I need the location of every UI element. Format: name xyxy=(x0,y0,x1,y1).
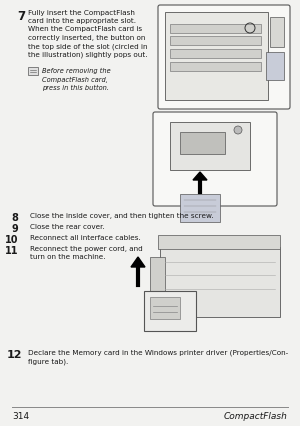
Bar xyxy=(158,236,280,249)
FancyBboxPatch shape xyxy=(158,6,290,110)
Text: 10: 10 xyxy=(4,234,18,245)
Text: 11: 11 xyxy=(4,245,18,256)
Text: 9: 9 xyxy=(11,224,18,233)
FancyBboxPatch shape xyxy=(144,291,196,331)
Text: Before removing the
CompactFlash card,
press in this button.: Before removing the CompactFlash card, p… xyxy=(42,68,111,91)
Text: Declare the Memory card in the Windows printer driver (Properties/Con-
figure ta: Declare the Memory card in the Windows p… xyxy=(28,349,288,364)
Text: 12: 12 xyxy=(7,349,22,359)
Text: 314: 314 xyxy=(12,411,29,420)
Bar xyxy=(28,68,38,76)
Text: 7: 7 xyxy=(17,10,25,23)
Bar xyxy=(165,13,268,101)
Bar xyxy=(266,53,284,81)
Text: 8: 8 xyxy=(11,213,18,222)
Bar xyxy=(150,257,165,302)
Text: Reconnect all interface cables.: Reconnect all interface cables. xyxy=(30,234,141,240)
Bar xyxy=(170,25,261,34)
Bar xyxy=(160,248,280,317)
Bar xyxy=(180,132,225,155)
Bar xyxy=(170,123,250,170)
Text: Close the rear cover.: Close the rear cover. xyxy=(30,224,105,230)
Bar xyxy=(170,50,261,59)
Bar xyxy=(170,63,261,72)
Bar xyxy=(150,297,180,319)
Polygon shape xyxy=(131,257,145,268)
Text: CompactFlash: CompactFlash xyxy=(224,411,288,420)
Circle shape xyxy=(234,127,242,135)
Text: Fully insert the CompactFlash
card into the appropriate slot.
When the CompactFl: Fully insert the CompactFlash card into … xyxy=(28,10,148,58)
FancyBboxPatch shape xyxy=(153,113,277,207)
Text: Close the inside cover, and then tighten the screw.: Close the inside cover, and then tighten… xyxy=(30,213,214,219)
Bar xyxy=(180,195,220,222)
Bar xyxy=(170,37,261,46)
Bar xyxy=(270,18,284,48)
Text: Reconnect the power cord, and
turn on the machine.: Reconnect the power cord, and turn on th… xyxy=(30,245,143,259)
Polygon shape xyxy=(193,173,207,181)
